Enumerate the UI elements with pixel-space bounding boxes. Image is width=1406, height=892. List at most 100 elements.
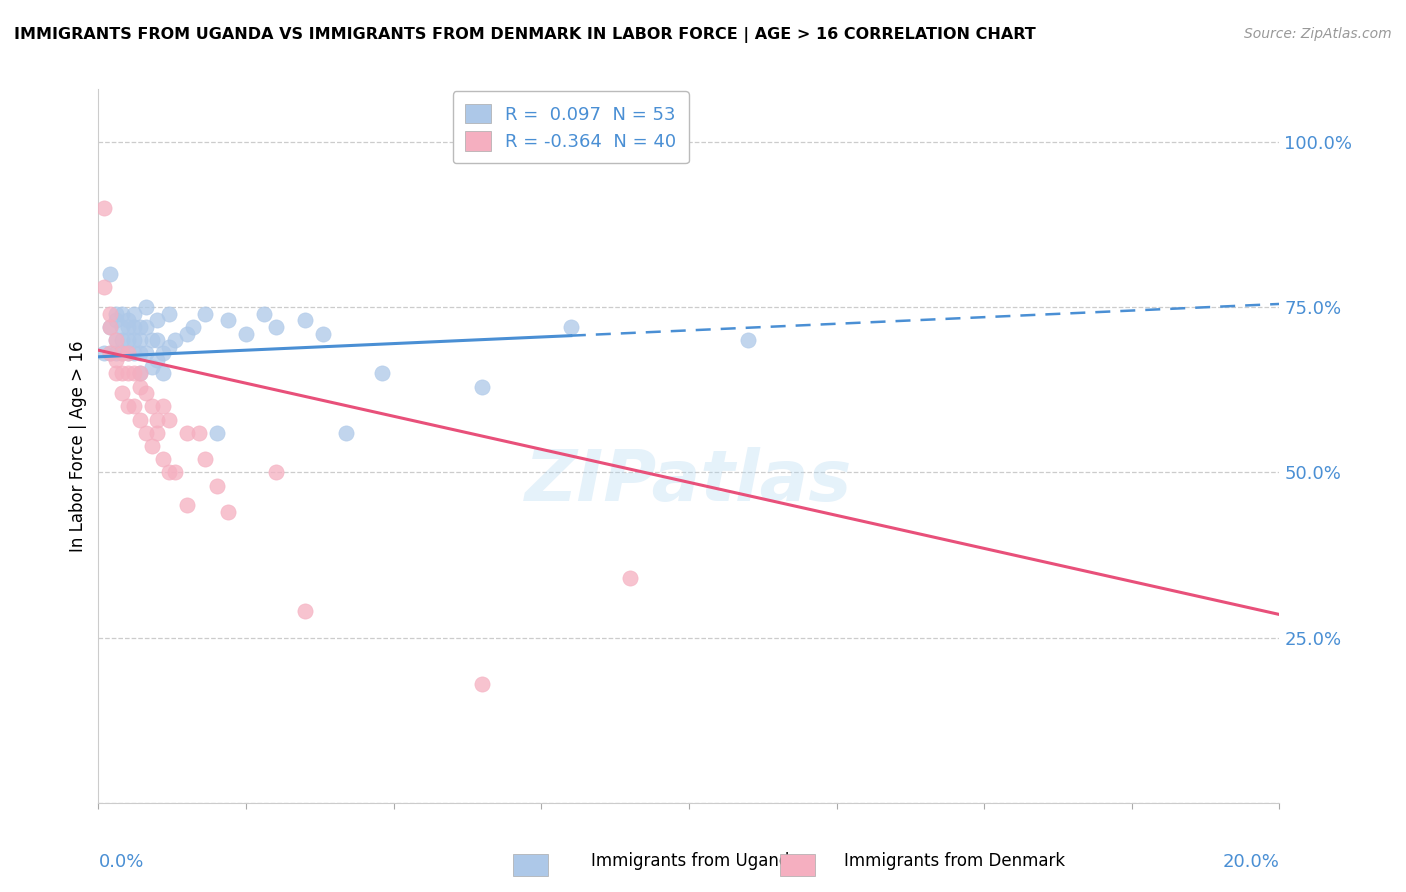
Point [737, 333, 759, 347]
Point [93, 346, 115, 360]
Point [157, 340, 180, 354]
Point [98, 346, 121, 360]
Point [141, 359, 163, 374]
Point [135, 346, 157, 360]
Point [128, 320, 150, 334]
Point [98, 267, 121, 281]
Point [152, 346, 174, 360]
Point [135, 386, 157, 401]
Point [128, 367, 150, 381]
Point [146, 353, 169, 368]
Point [157, 307, 180, 321]
Point [253, 307, 276, 321]
Point [135, 425, 157, 440]
Point [264, 320, 287, 334]
Point [122, 400, 145, 414]
Point [371, 367, 394, 381]
Point [217, 313, 239, 327]
Point [146, 412, 169, 426]
Point [105, 333, 128, 347]
Point [117, 313, 139, 327]
Point [141, 439, 163, 453]
Point [294, 604, 316, 618]
Point [117, 346, 139, 360]
Text: Immigrants from Denmark: Immigrants from Denmark [844, 852, 1064, 870]
Point [146, 313, 169, 327]
Point [152, 367, 174, 381]
Point [122, 346, 145, 360]
Point [111, 386, 134, 401]
Legend: R =  0.097  N = 53, R = -0.364  N = 40: R = 0.097 N = 53, R = -0.364 N = 40 [453, 91, 689, 163]
Point [105, 313, 128, 327]
Point [176, 326, 198, 341]
Point [194, 452, 217, 467]
Point [111, 333, 134, 347]
Point [176, 425, 198, 440]
Point [152, 400, 174, 414]
Point [141, 400, 163, 414]
Point [111, 320, 134, 334]
Point [146, 333, 169, 347]
Point [205, 478, 228, 492]
Point [105, 333, 128, 347]
Point [105, 307, 128, 321]
Point [471, 677, 494, 691]
Point [105, 353, 128, 368]
Point [294, 313, 316, 327]
Text: ZIPatlas: ZIPatlas [526, 447, 852, 516]
Point [135, 320, 157, 334]
Point [157, 412, 180, 426]
Point [98, 346, 121, 360]
Point [111, 346, 134, 360]
Point [264, 466, 287, 480]
Point [98, 320, 121, 334]
Point [122, 320, 145, 334]
Point [128, 367, 150, 381]
Point [187, 425, 209, 440]
Point [105, 346, 128, 360]
Point [111, 367, 134, 381]
Point [98, 307, 121, 321]
Text: 20.0%: 20.0% [1223, 853, 1279, 871]
Point [141, 333, 163, 347]
Point [98, 320, 121, 334]
Point [122, 333, 145, 347]
Point [176, 499, 198, 513]
Point [152, 452, 174, 467]
Point [165, 333, 187, 347]
Text: Immigrants from Uganda: Immigrants from Uganda [591, 852, 799, 870]
Point [205, 425, 228, 440]
Point [93, 280, 115, 294]
Point [128, 333, 150, 347]
Point [128, 346, 150, 360]
Point [117, 346, 139, 360]
Point [335, 425, 357, 440]
Point [117, 400, 139, 414]
Point [312, 326, 335, 341]
Text: 0.0%: 0.0% [98, 853, 143, 871]
Text: Source: ZipAtlas.com: Source: ZipAtlas.com [1244, 27, 1392, 41]
Point [157, 466, 180, 480]
Point [117, 320, 139, 334]
Point [619, 571, 641, 585]
Point [105, 367, 128, 381]
Point [122, 307, 145, 321]
Point [217, 505, 239, 519]
Point [117, 333, 139, 347]
Point [165, 466, 187, 480]
Text: IMMIGRANTS FROM UGANDA VS IMMIGRANTS FROM DENMARK IN LABOR FORCE | AGE > 16 CORR: IMMIGRANTS FROM UGANDA VS IMMIGRANTS FRO… [14, 27, 1036, 43]
Point [135, 300, 157, 314]
Point [122, 367, 145, 381]
Point [235, 326, 257, 341]
Point [128, 379, 150, 393]
Point [471, 379, 494, 393]
Point [93, 201, 115, 215]
Point [560, 320, 582, 334]
Point [117, 367, 139, 381]
Point [111, 307, 134, 321]
Point [146, 425, 169, 440]
Point [128, 412, 150, 426]
Point [111, 346, 134, 360]
Point [181, 320, 204, 334]
Y-axis label: In Labor Force | Age > 16: In Labor Force | Age > 16 [69, 340, 87, 552]
